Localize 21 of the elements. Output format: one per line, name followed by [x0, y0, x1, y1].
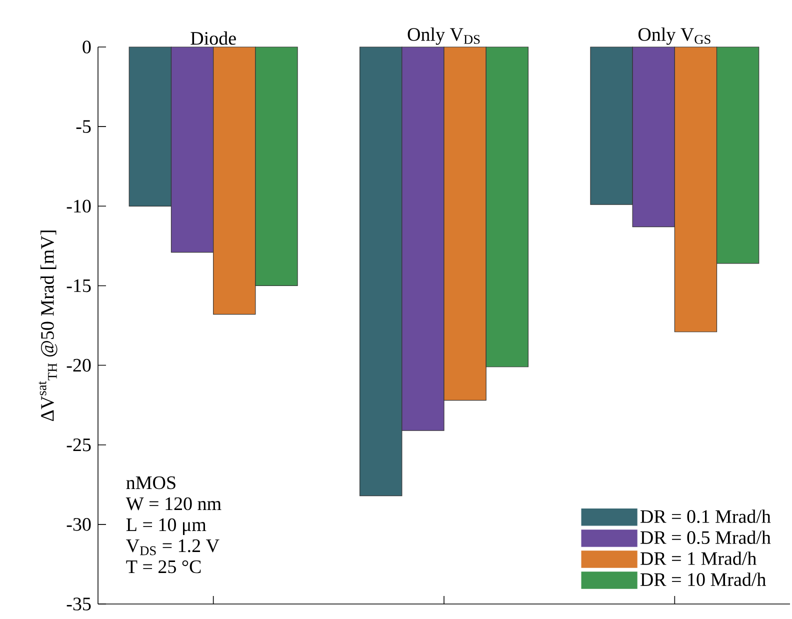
legend-label: DR = 10 Mrad/h [640, 572, 766, 586]
annotation: V$_{DS}$ = 1.2 V [126, 539, 220, 556]
x-tick-label: Diode [190, 31, 236, 45]
y-tick-label: -20 [66, 358, 91, 372]
y-axis-title: ΔV$^{sat}$$_{TH}$ @50 Mrad [mV] [38, 230, 58, 422]
y-tick-label: -10 [66, 200, 91, 213]
legend-label: DR = 1 Mrad/h [640, 552, 756, 565]
annotation: L = 10 μm [126, 518, 206, 536]
y-tick-label: -15 [66, 279, 91, 292]
annotation: W = 120 nm [126, 497, 222, 510]
legend-label: DR = 0.5 Mrad/h [640, 530, 771, 544]
y-tick-label: -35 [66, 598, 91, 610]
y-tick-label: 0 [82, 40, 91, 54]
annotation: T = 25 °C [126, 560, 201, 574]
x-tick-label: Only V$_{GS}$ [638, 28, 710, 45]
x-tick-label: Only V$_{DS}$ [408, 28, 480, 45]
legend-label: DR = 0.1 Mrad/h [640, 510, 771, 524]
y-tick-label: -5 [76, 120, 91, 133]
y-tick-label: -25 [66, 438, 91, 452]
y-tick-label: -30 [66, 518, 91, 531]
annotation: nMOS [126, 476, 176, 490]
